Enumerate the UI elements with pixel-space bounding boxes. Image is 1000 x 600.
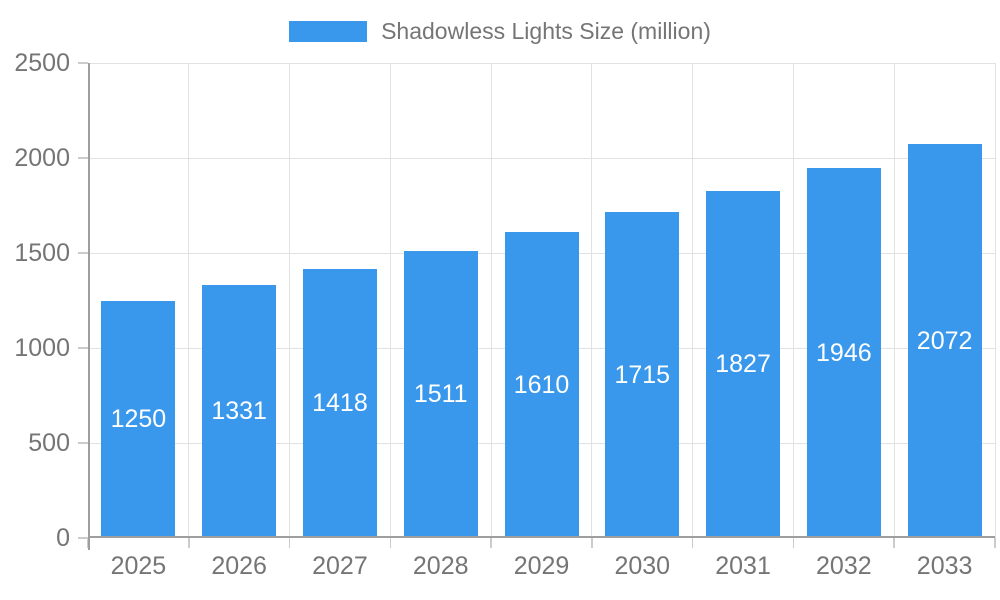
- x-tick-label: 2028: [412, 552, 469, 580]
- bar: 1715: [605, 212, 680, 538]
- bar: 1418: [302, 268, 377, 538]
- bar: 1946: [806, 168, 881, 538]
- plot-area: 1250 1331 1418 1511 1610 1715 1827 1946 2072: [78, 62, 996, 550]
- bar-value-label: 1715: [614, 360, 671, 389]
- v-gridline: [188, 63, 190, 538]
- x-tick: [691, 538, 694, 548]
- x-tick-label: 2027: [312, 552, 368, 580]
- bar-value-label: 1511: [413, 379, 468, 408]
- y-tick: [78, 252, 88, 254]
- bar: 1331: [202, 285, 277, 538]
- h-gridline: [88, 157, 995, 159]
- y-tick: [78, 347, 88, 349]
- x-tick: [792, 538, 795, 548]
- bar: 1610: [504, 232, 579, 538]
- y-tick: [78, 157, 88, 159]
- h-gridline: [88, 62, 995, 64]
- y-tick-label: 0: [56, 524, 70, 552]
- y-tick-label: 1000: [14, 334, 70, 362]
- y-tick-label: 2500: [14, 49, 70, 77]
- x-axis: 2025 2026 2027 2028 2029 2030 2031 2032 2033: [88, 550, 995, 586]
- v-gridline: [389, 63, 391, 538]
- v-gridline: [289, 63, 291, 538]
- x-tick: [591, 538, 593, 548]
- bar: 1827: [706, 190, 781, 538]
- v-gridline: [893, 63, 895, 538]
- legend-item[interactable]: Shadowless Lights Size (million): [0, 18, 1000, 45]
- bar: 2072: [907, 144, 982, 538]
- x-tick: [490, 538, 492, 548]
- bar-value-label: 1250: [110, 404, 167, 433]
- x-tick-label: 2029: [513, 552, 570, 580]
- y-tick-label: 2000: [14, 144, 70, 172]
- v-gridline: [591, 63, 593, 538]
- x-tick-label: 2030: [614, 552, 671, 580]
- bar: 1511: [403, 250, 478, 538]
- bar-value-label: 1610: [513, 370, 570, 399]
- x-tick: [893, 538, 895, 548]
- y-tick: [78, 62, 88, 64]
- y-tick-label: 1500: [14, 239, 70, 267]
- x-tick: [188, 538, 190, 548]
- x-tick-label: 2032: [816, 552, 872, 580]
- v-gridline: [490, 63, 492, 538]
- bar-value-label: 1418: [312, 388, 368, 417]
- y-axis-line: [88, 63, 90, 550]
- v-gridline: [994, 63, 996, 538]
- y-axis: 0 500 1000 1500 2000 2500: [0, 50, 70, 551]
- x-axis-line: [88, 536, 995, 538]
- legend-label: Shadowless Lights Size (million): [381, 18, 711, 44]
- y-tick: [78, 537, 88, 539]
- x-tick-label: 2031: [715, 552, 771, 580]
- bar-value-label: 1946: [816, 338, 872, 367]
- y-tick-label: 500: [28, 429, 70, 457]
- bar: 1250: [101, 300, 176, 538]
- bar-value-label: 1331: [211, 397, 267, 426]
- bar-value-label: 1827: [715, 349, 771, 378]
- x-tick-label: 2026: [211, 552, 267, 580]
- v-gridline: [792, 63, 794, 538]
- v-gridline: [692, 63, 694, 538]
- x-tick-label: 2025: [110, 552, 167, 580]
- y-tick: [78, 442, 88, 444]
- x-tick: [288, 538, 291, 548]
- x-tick: [994, 538, 996, 548]
- x-tick: [389, 538, 392, 548]
- bar-value-label: 2072: [916, 326, 973, 355]
- legend-swatch: [289, 21, 368, 42]
- x-tick-label: 2033: [916, 552, 973, 580]
